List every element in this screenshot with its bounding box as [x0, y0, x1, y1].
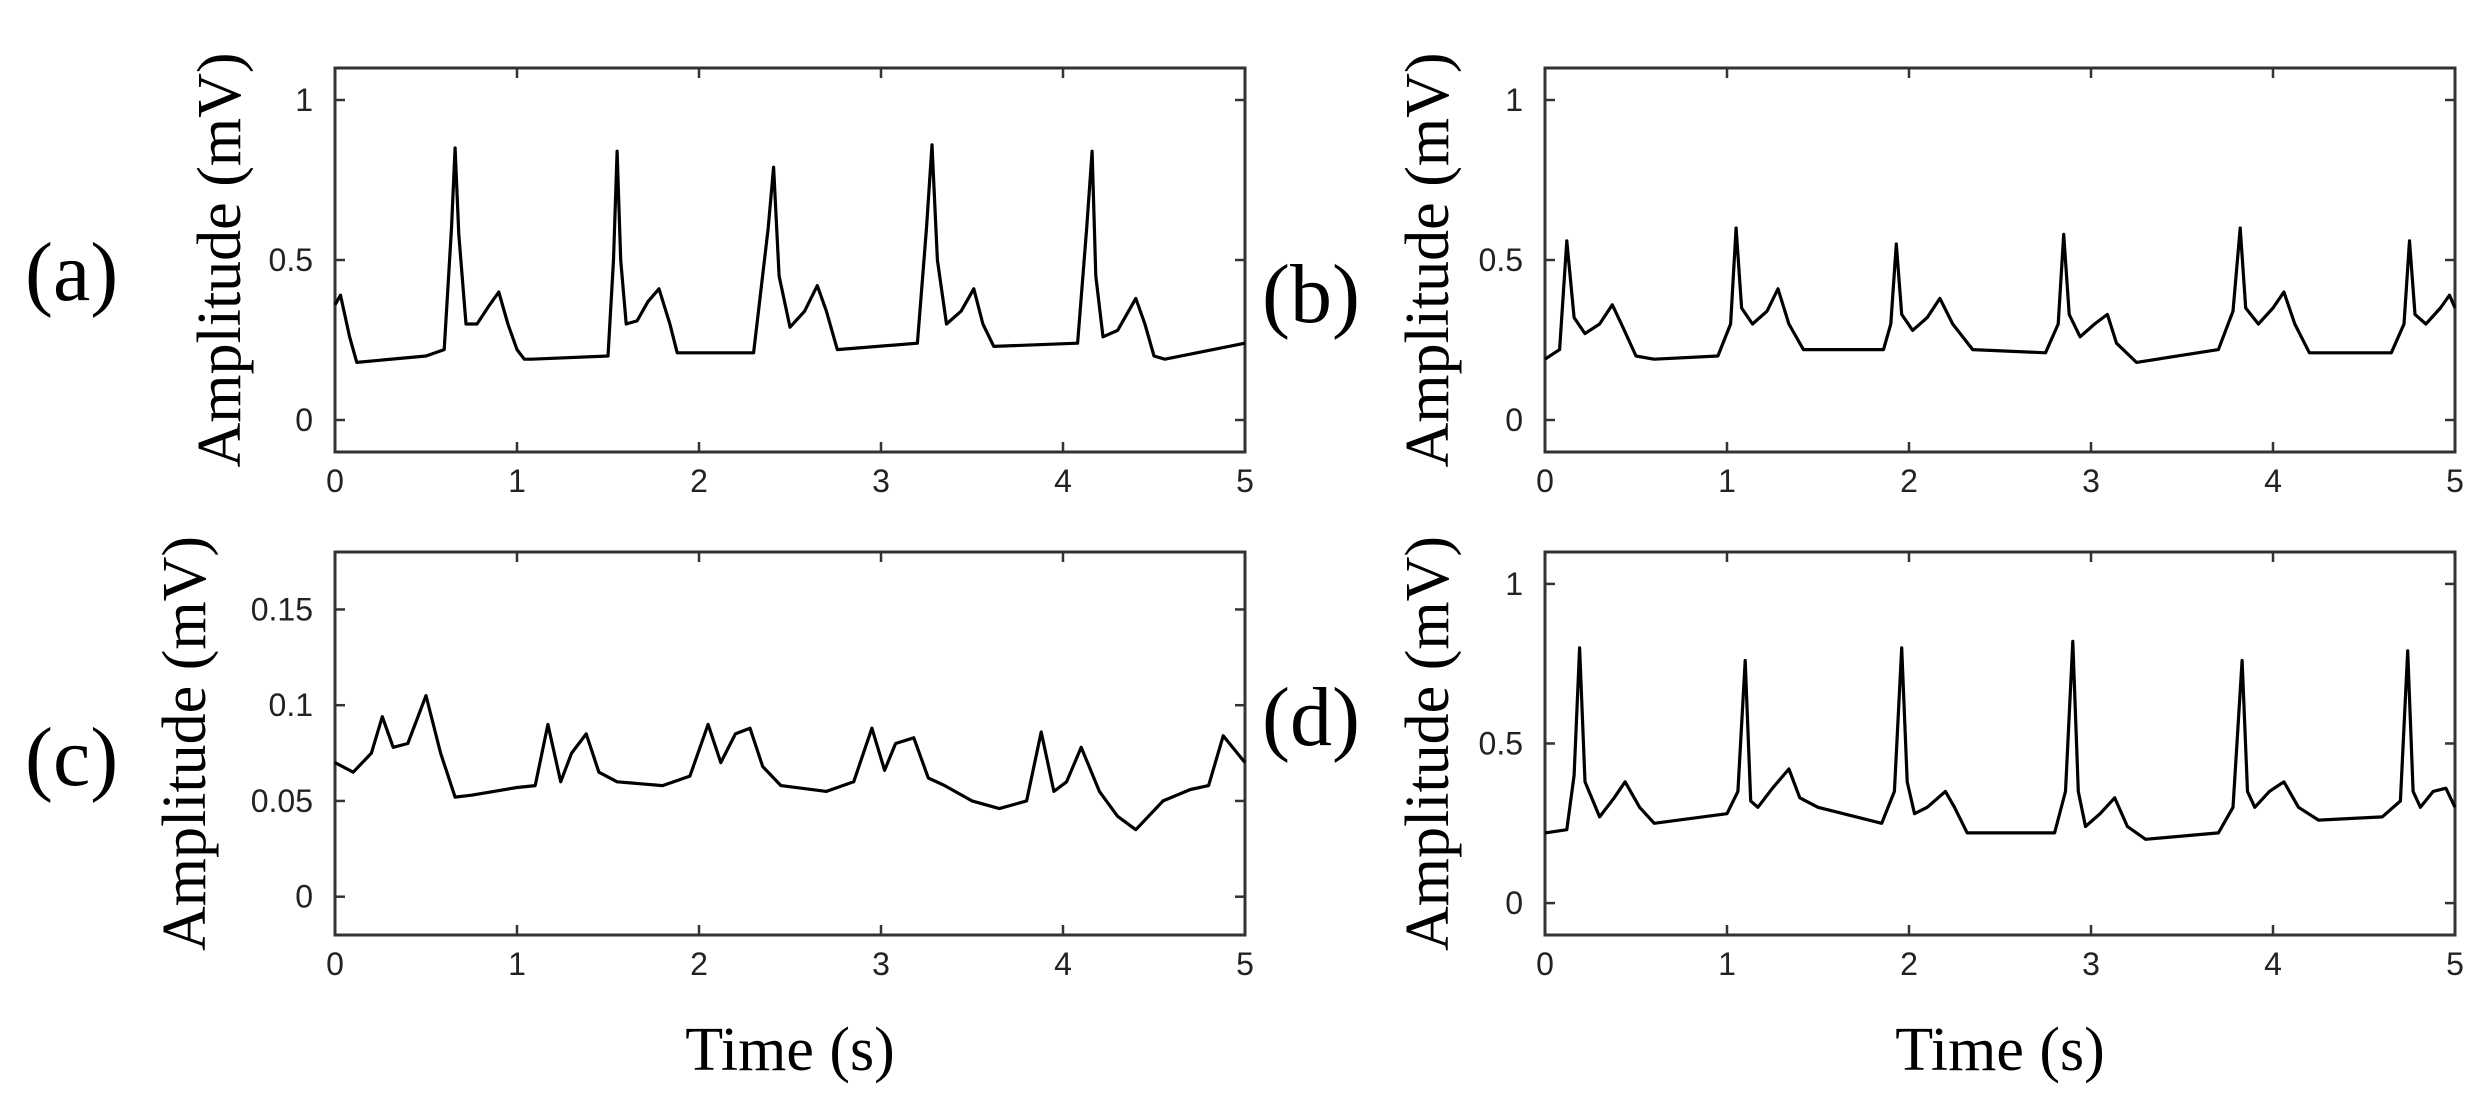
y-tick-label: 0.1	[269, 687, 313, 723]
x-tick-label: 1	[1718, 463, 1736, 499]
y-tick-label: 1	[1505, 566, 1523, 602]
x-tick-label: 4	[1054, 946, 1072, 982]
ecg-trace-line	[334, 693, 1247, 832]
x-tick-label: 3	[872, 463, 890, 499]
panel-label: (d)	[1262, 671, 1360, 764]
ecg-trace-line	[1544, 226, 2457, 364]
x-axis-label: Time (s)	[1895, 1016, 2105, 1084]
plot-frame	[333, 550, 1247, 937]
x-tick-label: 2	[1900, 946, 1918, 982]
plot-frame	[1543, 66, 2457, 454]
panel-label: (c)	[25, 711, 118, 804]
x-tick-label: 0	[326, 463, 344, 499]
y-axis-label: Amplitude (mV)	[186, 53, 254, 468]
x-tick-label: 5	[1236, 946, 1254, 982]
x-tick-label: 2	[690, 463, 708, 499]
y-tick-label: 0	[295, 879, 313, 915]
y-tick-label: 0	[295, 402, 313, 438]
y-tick-label: 1	[295, 82, 313, 118]
x-tick-label: 3	[872, 946, 890, 982]
x-tick-label: 4	[2264, 463, 2282, 499]
x-tick-label: 0	[326, 946, 344, 982]
y-tick-label: 0.15	[251, 591, 313, 627]
x-tick-label: 1	[1718, 946, 1736, 982]
y-axis-label: Amplitude (mV)	[151, 536, 219, 951]
x-tick-label: 4	[1054, 463, 1072, 499]
x-tick-label: 5	[2446, 463, 2464, 499]
panel-a: 0 1 2 3 4 5 0 0.5 1 Amplitude (mV) (a)	[25, 53, 1254, 500]
y-axis-label: Amplitude (mV)	[1394, 53, 1462, 468]
y-tick-label: 1	[1505, 82, 1523, 118]
x-tick-label: 2	[1900, 463, 1918, 499]
y-tick-label: 0.5	[1479, 726, 1523, 762]
ecg-trace-line	[1544, 639, 2457, 841]
panel-d: 0 1 2 3 4 5 0 0.5 1 Amplitude (mV) Time (s) (d)	[1262, 536, 2464, 1084]
y-tick-label: 0	[1505, 885, 1523, 921]
x-tick-label: 3	[2082, 946, 2100, 982]
y-axis-label: Amplitude (mV)	[1394, 536, 1462, 951]
panel-b: 0 1 2 3 4 5 0 0.5 1 Amplitude (mV) (b)	[1262, 53, 2464, 500]
plot-frame	[333, 66, 1247, 454]
x-tick-label: 1	[508, 463, 526, 499]
x-tick-label: 0	[1536, 946, 1554, 982]
x-tick-label: 5	[2446, 946, 2464, 982]
x-tick-label: 1	[508, 946, 526, 982]
y-tick-label: 0	[1505, 402, 1523, 438]
x-tick-label: 4	[2264, 946, 2282, 982]
x-tick-label: 5	[1236, 463, 1254, 499]
y-tick-label: 0.05	[251, 783, 313, 819]
plot-frame	[1543, 550, 2457, 937]
panel-label: (a)	[25, 226, 118, 319]
x-tick-label: 0	[1536, 463, 1554, 499]
x-axis-label: Time (s)	[685, 1016, 895, 1084]
panel-c: 0 1 2 3 4 5 0 0.05 0.1 0.15 Amplitude (mV) Time (s)…	[25, 536, 1254, 1084]
y-tick-label: 0.5	[1479, 242, 1523, 278]
panel-label: (b)	[1262, 248, 1360, 341]
ecg-trace-line	[333, 143, 1246, 364]
x-tick-label: 3	[2082, 463, 2100, 499]
y-tick-label: 0.5	[269, 242, 313, 278]
x-tick-label: 2	[690, 946, 708, 982]
